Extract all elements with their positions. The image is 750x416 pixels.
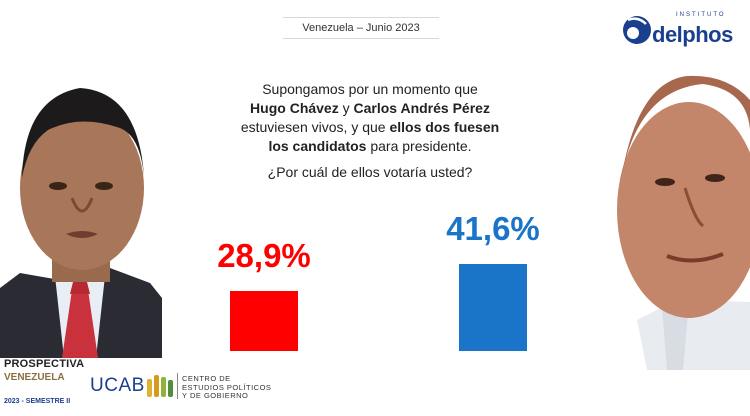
header-rule-top — [283, 17, 439, 18]
ucab-emblem-icon — [147, 375, 173, 397]
bar-1 — [230, 291, 298, 351]
prospectiva-logo: PROSPECTIVA VENEZUELA 2023 - SEMESTRE II — [4, 358, 84, 414]
prospectiva-subtitle: VENEZUELA — [4, 372, 65, 383]
ucab-divider — [177, 373, 178, 399]
candidate-name-2: Carlos Andrés Pérez — [353, 100, 490, 116]
header-rule-bottom — [283, 38, 439, 39]
delphos-logo: INSTITUTO delphos — [622, 12, 740, 48]
value-label-2: 41,6% — [446, 210, 540, 247]
value-label-1: 28,9% — [217, 237, 311, 274]
header-title: Venezuela – Junio 2023 — [302, 22, 420, 34]
question-ask: ¿Por cuál de ellos votaría usted? — [267, 164, 473, 180]
question-line-4: los candidatos para presidente. — [268, 138, 472, 154]
header: Venezuela – Junio 2023 — [283, 17, 439, 39]
portrait-right — [607, 70, 750, 370]
prospectiva-title: PROSPECTIVA — [4, 358, 85, 370]
prospectiva-year: 2023 - SEMESTRE II — [4, 398, 71, 405]
question-line-1: Supongamos por un momento que — [262, 81, 478, 97]
cepg-name: CENTRO DE ESTUDIOS POLÍTICOS Y DE GOBIER… — [182, 374, 272, 400]
delphos-emblem-icon — [623, 16, 651, 44]
bar-2 — [459, 264, 527, 351]
question-text: Supongamos por un momento que Hugo Cháve… — [215, 80, 525, 182]
portrait-left — [0, 58, 162, 358]
logo-name: delphos — [652, 22, 733, 47]
ucab-logo: UCAB CENTRO DE ESTUDIOS POLÍTICOS Y DE G… — [90, 373, 320, 401]
logo-superscript: INSTITUTO — [676, 12, 726, 18]
ucab-wordmark: UCAB — [90, 375, 145, 396]
question-line-2: Hugo Chávez y Carlos Andrés Pérez — [250, 100, 490, 116]
candidate-name-1: Hugo Chávez — [250, 100, 339, 116]
question-line-3: estuviesen vivos, y que ellos dos fuesen — [240, 119, 500, 135]
